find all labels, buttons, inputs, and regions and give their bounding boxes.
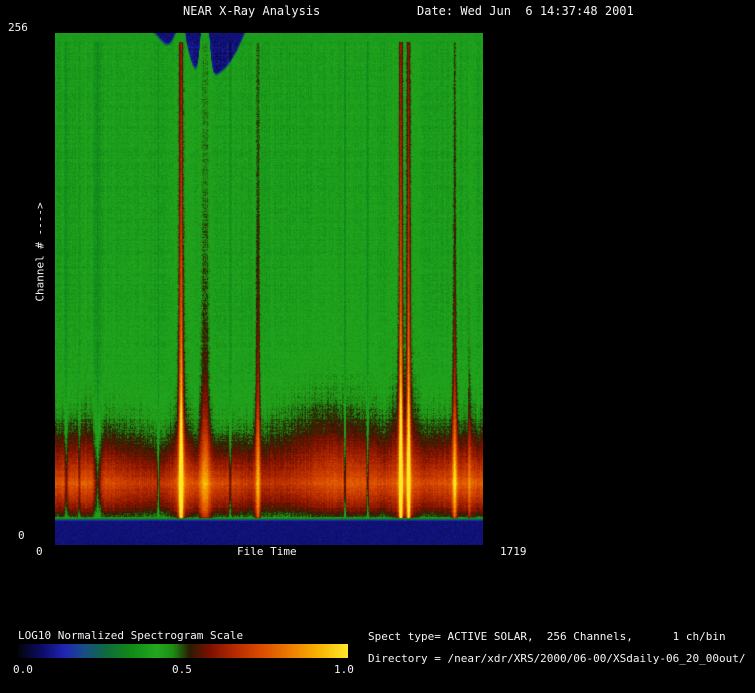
colorbar-canvas <box>18 644 348 658</box>
colorbar-tick-min: 0.0 <box>13 664 33 676</box>
colorbar-tick-max: 1.0 <box>334 664 354 676</box>
x-axis-title: File Time <box>237 546 297 558</box>
y-axis-title: Channel # ----> <box>34 202 47 301</box>
spect-info: Spect type= ACTIVE SOLAR, 256 Channels, … <box>368 631 726 643</box>
y-axis-max-label: 256 <box>8 22 28 34</box>
directory-info: Directory = /near/xdr/XRS/2000/06-00/XSd… <box>368 653 746 665</box>
colorbar-tick-mid: 0.5 <box>172 664 192 676</box>
x-axis-max-label: 1719 <box>500 546 527 558</box>
page-title: NEAR X-Ray Analysis <box>183 4 320 18</box>
app-window: NEAR X-Ray Analysis Date: Wed Jun 6 14:3… <box>0 0 755 693</box>
date-label: Date: Wed Jun 6 14:37:48 2001 <box>417 4 634 18</box>
y-axis-min-label: 0 <box>18 530 25 542</box>
spectrogram-canvas <box>55 33 483 545</box>
x-axis-min-label: 0 <box>36 546 43 558</box>
colorbar-title: LOG10 Normalized Spectrogram Scale <box>18 630 243 642</box>
